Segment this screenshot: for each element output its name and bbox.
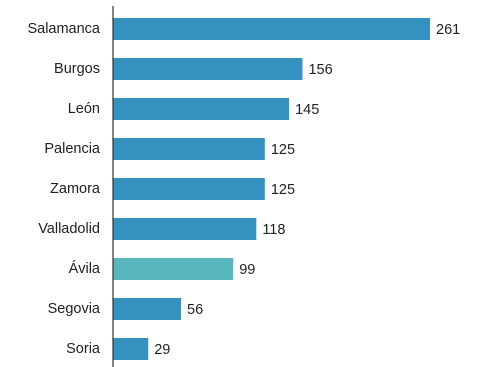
category-label: Soria <box>66 341 101 357</box>
category-label: Ávila <box>69 260 101 277</box>
category-label: Burgos <box>54 61 100 77</box>
bar-4 <box>113 178 265 200</box>
value-label: 56 <box>187 302 203 318</box>
bar-1 <box>113 58 303 80</box>
bar-6 <box>113 258 234 280</box>
category-label: Salamanca <box>27 21 100 37</box>
value-label: 145 <box>295 102 319 118</box>
value-label: 261 <box>436 22 460 38</box>
category-label: Valladolid <box>38 221 100 237</box>
category-label: Zamora <box>50 181 101 197</box>
bar-0 <box>113 18 430 40</box>
value-labels-group: 261 156 145 125 125 118 99 56 29 <box>154 22 460 358</box>
bar-3 <box>113 138 265 160</box>
bar-8 <box>113 338 149 360</box>
category-label: León <box>68 101 100 117</box>
value-label: 118 <box>262 222 285 238</box>
value-label: 29 <box>154 342 170 358</box>
bars-group <box>113 18 430 360</box>
category-labels-group: Salamanca Burgos León Palencia Zamora Vallado… <box>27 21 100 357</box>
value-label: 125 <box>271 142 295 158</box>
bar-2 <box>113 98 290 120</box>
category-label: Palencia <box>44 141 101 157</box>
value-label: 125 <box>271 182 295 198</box>
category-label: Segovia <box>48 301 101 317</box>
bar-5 <box>113 218 257 240</box>
value-label: 156 <box>308 62 332 78</box>
bar-7 <box>113 298 182 320</box>
value-label: 99 <box>239 262 255 278</box>
